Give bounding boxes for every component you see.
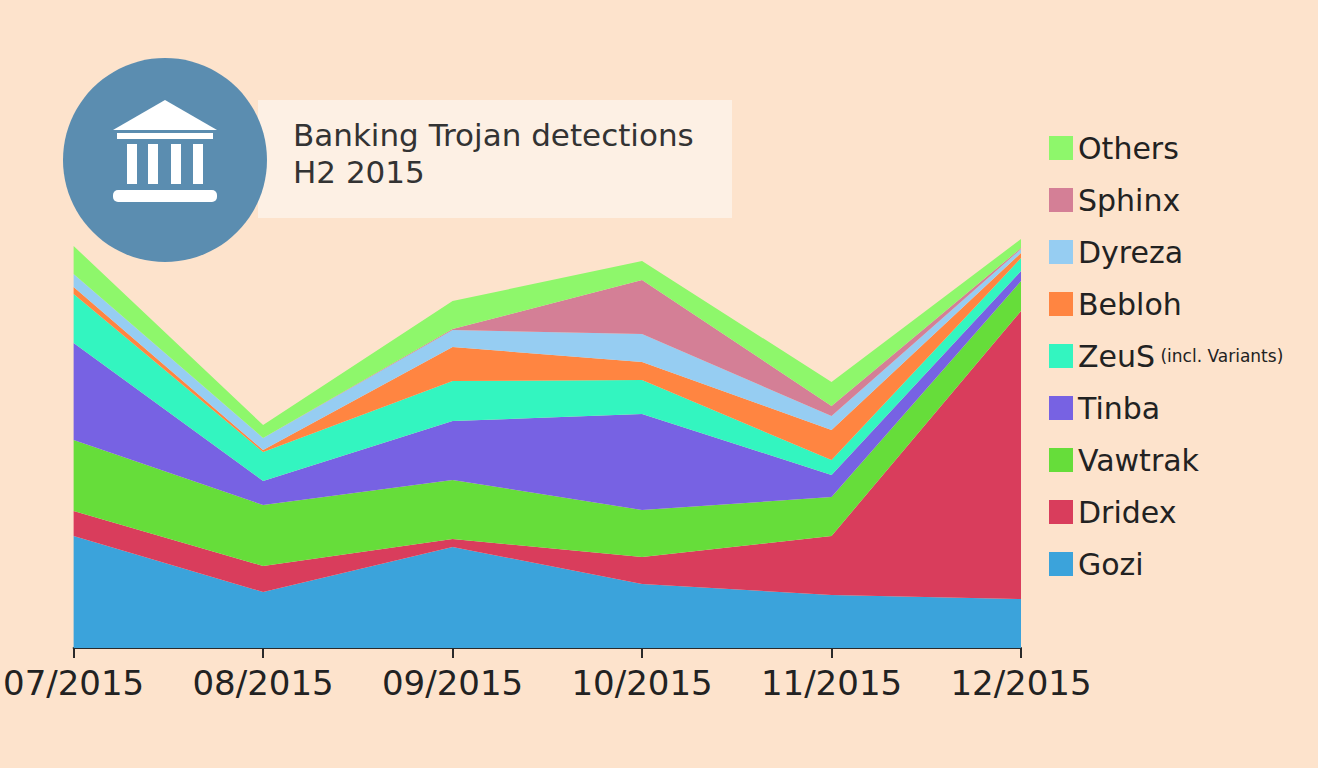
svg-text:Banking Trojan detections: Banking Trojan detections (293, 117, 694, 153)
svg-text:Dridex: Dridex (1078, 495, 1177, 530)
svg-text:Others: Others (1078, 131, 1179, 166)
svg-text:H2 2015: H2 2015 (293, 154, 425, 190)
svg-text:Tinba: Tinba (1077, 391, 1160, 426)
svg-text:(incl. Variants): (incl. Variants) (1155, 346, 1283, 366)
svg-text:Bebloh: Bebloh (1078, 287, 1182, 322)
svg-text:Vawtrak: Vawtrak (1078, 443, 1200, 478)
svg-text:Sphinx: Sphinx (1078, 183, 1180, 218)
svg-text:07/2015: 07/2015 (3, 663, 144, 703)
svg-text:12/2015: 12/2015 (950, 663, 1091, 703)
svg-text:Gozi: Gozi (1078, 547, 1144, 582)
svg-text:11/2015: 11/2015 (761, 663, 902, 703)
svg-text:Dyreza: Dyreza (1078, 235, 1183, 270)
svg-text:09/2015: 09/2015 (382, 663, 523, 703)
svg-text:10/2015: 10/2015 (571, 663, 712, 703)
svg-text:08/2015: 08/2015 (192, 663, 333, 703)
svg-text:ZeuS: ZeuS (1078, 339, 1155, 374)
